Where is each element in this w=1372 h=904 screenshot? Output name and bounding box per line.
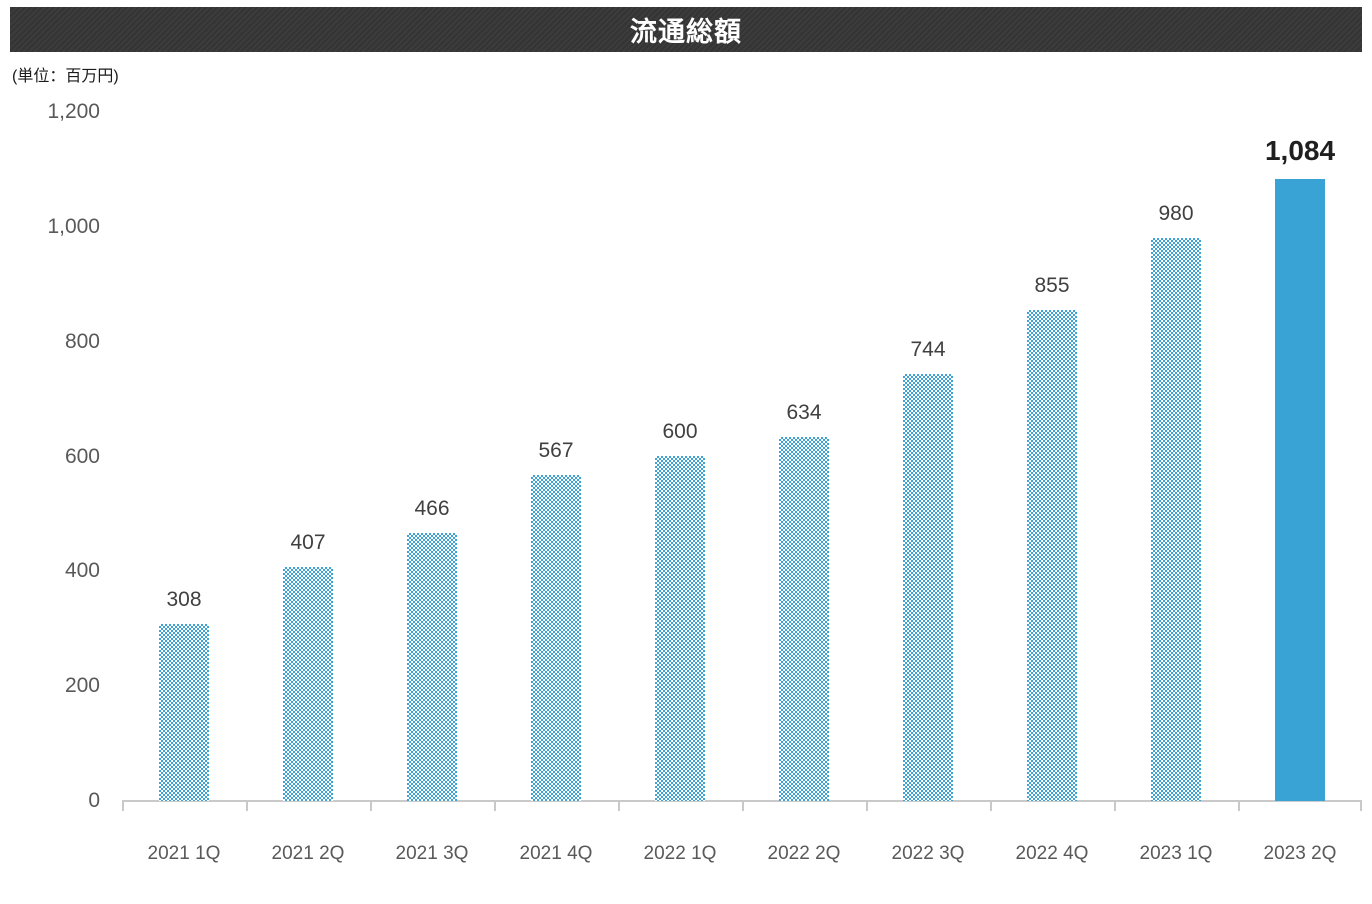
x-axis-tick	[618, 801, 620, 811]
category-cell-2023-1q: 980	[1114, 112, 1238, 801]
x-axis-tick	[866, 801, 868, 811]
x-tick-label-2022-3q: 2022 3Q	[891, 843, 965, 864]
x-axis-tick	[742, 801, 744, 811]
category-cell-2022-3q: 744	[866, 112, 990, 801]
category-cell-2021-3q: 466	[370, 112, 494, 801]
x-tick-label-2023-2q: 2023 2Q	[1263, 843, 1337, 864]
bar-value-label: 634	[786, 401, 822, 424]
bar-2021-2q	[283, 567, 333, 801]
category-cell-2021-4q: 567	[494, 112, 618, 801]
bar-value-label: 567	[538, 439, 574, 462]
y-tick-label: 400	[64, 559, 100, 583]
bar-2021-3q	[407, 533, 457, 801]
category-cell-2023-2q: 1,084	[1238, 112, 1362, 801]
bar-value-label: 308	[166, 588, 202, 611]
bar-2023-2q	[1275, 179, 1325, 801]
unit-note: (単位：百万円)	[12, 68, 119, 85]
category-cell-2022-4q: 855	[990, 112, 1114, 801]
chart-title: 流通総額	[630, 17, 742, 47]
y-tick-label: 0	[88, 789, 100, 812]
bar-chart-plot-area: 308 407 466 567 600 634 744 855 980 1,084	[122, 112, 1362, 811]
x-axis-tick	[1360, 801, 1362, 811]
bar-value-label: 980	[1158, 202, 1194, 225]
x-tick-label-2022-2q: 2022 2Q	[767, 843, 841, 864]
x-axis-tick	[246, 801, 248, 811]
y-tick-label: 600	[64, 444, 100, 468]
bar-value-label: 407	[290, 531, 326, 554]
x-axis-tick	[1114, 801, 1116, 811]
category-cell-2021-1q: 308	[122, 112, 246, 801]
x-axis-tick	[494, 801, 496, 811]
x-tick-label-2021-1q: 2021 1Q	[147, 843, 221, 864]
y-tick-label: 1,200	[47, 100, 100, 123]
y-axis: 0 200 400 600 800 1,000 1,200	[0, 100, 100, 812]
bar-value-label: 600	[662, 420, 698, 443]
bar-2023-1q	[1151, 238, 1201, 801]
x-axis-tick	[370, 801, 372, 811]
bar-value-label: 855	[1034, 274, 1070, 297]
bar-2021-4q	[531, 475, 581, 801]
bar-2021-1q	[159, 624, 209, 801]
x-tick-label-2021-3q: 2021 3Q	[395, 843, 469, 864]
y-tick-label: 200	[64, 674, 100, 698]
chart-title-bar: 流通総額	[10, 7, 1362, 52]
x-tick-label-2023-1q: 2023 1Q	[1139, 843, 1213, 864]
y-tick-label: 800	[64, 329, 100, 353]
bar-2022-2q	[779, 437, 829, 801]
x-axis-tick	[990, 801, 992, 811]
category-cell-2021-2q: 407	[246, 112, 370, 801]
y-tick-label: 1,000	[47, 214, 100, 238]
x-tick-label-2021-4q: 2021 4Q	[519, 843, 593, 864]
x-tick-label-2022-4q: 2022 4Q	[1015, 843, 1089, 864]
bar-value-label: 466	[414, 497, 450, 520]
bar-2022-3q	[903, 374, 953, 801]
category-cell-2022-1q: 600	[618, 112, 742, 801]
category-cell-2022-2q: 634	[742, 112, 866, 801]
x-axis-tick	[1238, 801, 1240, 811]
bar-value-label: 1,084	[1264, 135, 1336, 166]
bar-2022-1q	[655, 456, 705, 801]
x-tick-label-2022-1q: 2022 1Q	[643, 843, 717, 864]
x-tick-label-2021-2q: 2021 2Q	[271, 843, 345, 864]
bar-2022-4q	[1027, 310, 1077, 801]
bar-value-label: 744	[910, 338, 946, 361]
x-axis-tick	[122, 801, 124, 811]
